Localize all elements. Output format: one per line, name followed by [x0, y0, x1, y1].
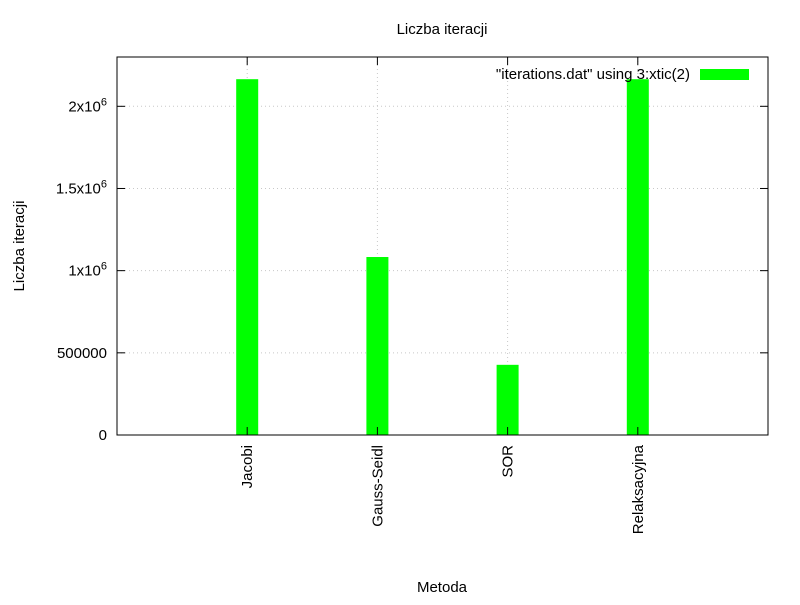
y-tick-label: 0 [99, 427, 107, 444]
bar-jacobi [236, 79, 259, 436]
bar-sor [496, 364, 519, 435]
legend-entry-label: "iterations.dat" using 3:xtic(2) [496, 66, 690, 83]
y-tick-label: 500000 [57, 345, 107, 362]
legend: "iterations.dat" using 3:xtic(2) [496, 66, 749, 83]
x-axis-ticks: Jacobi Gauss-Seidl SOR Relaksacyjna [239, 57, 647, 534]
bars [236, 79, 649, 436]
grid [117, 57, 768, 435]
x-tick-label: SOR [500, 445, 517, 478]
y-tick-label: 2x106 [68, 96, 107, 115]
plot-frame [116, 56, 769, 436]
x-tick-label: Relaksacyjna [630, 444, 647, 534]
chart-title: Liczba iteracji [397, 21, 488, 38]
bar-relaksacyjna [626, 79, 649, 436]
x-tick-label: Gauss-Seidl [369, 445, 386, 527]
legend-swatch [700, 69, 749, 80]
y-axis-ticks: 0 500000 1x106 1.5x106 2x106 [56, 96, 768, 444]
y-tick-label: 1x106 [68, 261, 107, 280]
x-axis-label: Metoda [417, 579, 468, 596]
y-tick-label: 1.5x106 [56, 178, 107, 197]
y-axis-label: Liczba iteracji [11, 201, 28, 292]
bar-gauss-seidl [366, 257, 389, 435]
x-tick-label: Jacobi [239, 445, 256, 488]
